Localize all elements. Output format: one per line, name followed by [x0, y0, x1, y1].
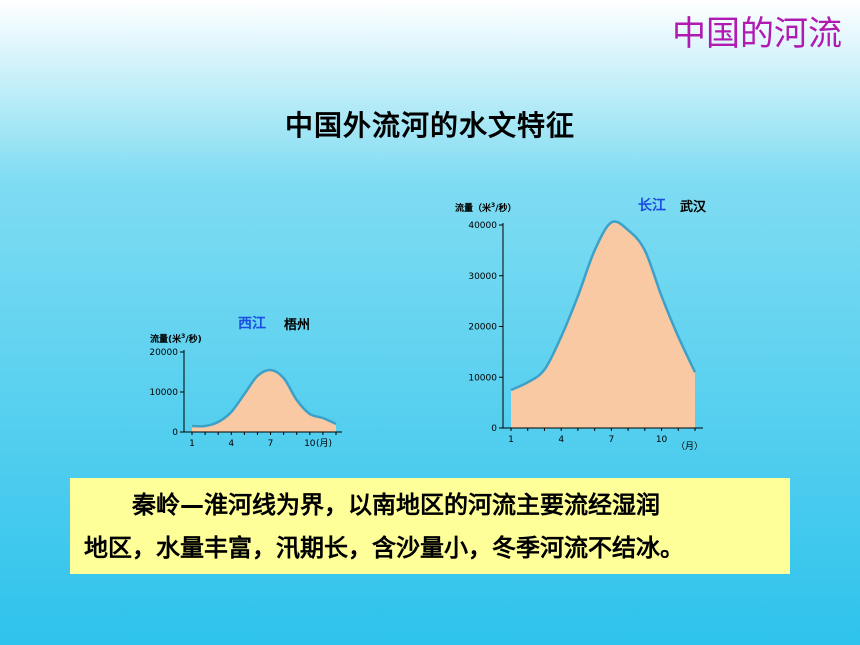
chart1-y-axis-title: 流量(米3/秒)	[150, 333, 202, 345]
chart1-y-tick-label: 10000	[149, 388, 178, 398]
chart1-x-axis-unit: (月)	[316, 438, 332, 449]
chart1-y-tick-label: 20000	[149, 348, 178, 358]
page-heading: 中国外流河的水文特征	[284, 109, 575, 142]
chart2-y-tick-label: 40000	[468, 221, 497, 231]
chart2-y-axis-prefix: 流量（米	[455, 202, 492, 214]
chart2-river-label: 长江	[638, 197, 666, 214]
changjiang-wuhan-chart: 长江 武汉 流量（米3/秒） 0 10000 20000 30000 40000 1 4 7 1…	[455, 197, 707, 452]
chart1-y-axis-suffix: /秒)	[185, 333, 201, 345]
chart1-y-tick-label: 0	[172, 428, 178, 438]
chart1-station-label: 梧州	[284, 317, 310, 333]
chart1-x-tick-label: 7	[268, 439, 274, 449]
chart1-y-axis-sup: 3	[181, 333, 185, 340]
chart1-x-tick-label: 4	[228, 439, 234, 449]
chart2-x-axis-unit: （月）	[676, 441, 703, 452]
chart2-y-tick-label: 0	[491, 424, 497, 434]
chart2-y-axis-sup: 3	[491, 202, 495, 209]
chart2-ticks: 0 10000 20000 30000 40000 1 4 7 10	[468, 221, 696, 445]
chart2-flow-curve	[510, 220, 697, 392]
chart2-station-label: 武汉	[680, 199, 707, 215]
chart2-x-tick-label: 4	[558, 435, 564, 445]
chart2-x-tick-label: 7	[608, 435, 614, 445]
chart2-flow-area	[511, 221, 695, 428]
xijiang-wuzhou-chart: 西江 梧州 流量(米3/秒) 0 10000 20000 1 4 7 10 (月)	[149, 315, 342, 449]
chart1-river-label: 西江	[238, 315, 266, 332]
description-line-2: 地区，水量丰富，汛期长，含沙量小，冬季河流不结冰。	[84, 534, 684, 562]
chart1-y-axis-prefix: 流量(米	[150, 333, 182, 345]
corner-title: 中国的河流	[672, 14, 842, 54]
chart1-flow-curve	[191, 368, 337, 428]
description-box: 秦岭—淮河线为界，以南地区的河流主要流经湿润 地区，水量丰富，汛期长，含沙量小，…	[70, 478, 790, 574]
chart2-y-tick-label: 20000	[468, 323, 497, 333]
description-line-1: 秦岭—淮河线为界，以南地区的河流主要流经湿润	[132, 491, 660, 519]
chart2-x-tick-label: 10	[656, 435, 668, 445]
chart2-y-axis-suffix: /秒）	[495, 202, 516, 214]
chart2-y-tick-label: 30000	[468, 272, 497, 282]
chart1-x-tick-label: 1	[189, 439, 195, 449]
chart2-y-tick-label: 10000	[468, 373, 497, 383]
chart2-y-axis-title: 流量（米3/秒）	[455, 202, 517, 214]
chart2-x-tick-label: 1	[508, 435, 514, 445]
chart1-x-tick-label: 10	[304, 439, 316, 449]
chart1-ticks: 0 10000 20000 1 4 7 10	[149, 348, 337, 449]
